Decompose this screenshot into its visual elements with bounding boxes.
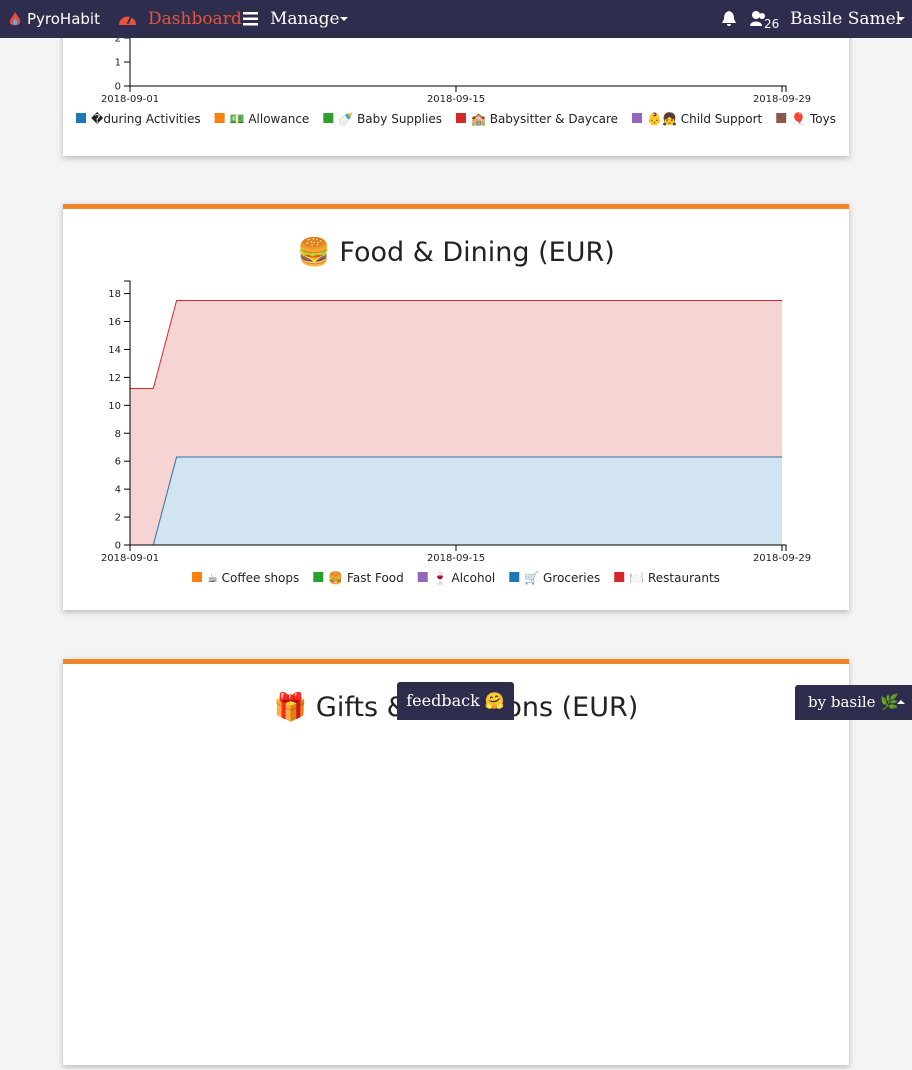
y-tick-label: 0	[115, 82, 121, 93]
plot: 0 1 2 2018-09-01 2018-09-15 2018-09-29	[101, 0, 811, 105]
y-tick-label: 10	[108, 401, 121, 412]
x-axis	[129, 85, 787, 92]
legend-label: �during Activities	[91, 112, 201, 126]
legend-label: 💵 Allowance	[230, 112, 310, 126]
legend-label: 👶👧 Child Support	[647, 112, 763, 126]
y-tick-label: 1	[115, 58, 121, 69]
y-axis	[124, 280, 131, 546]
x-tick-label: 2018-09-01	[101, 94, 159, 105]
y-tick-label: 2	[115, 34, 121, 45]
nav-link[interactable]: Manage	[270, 9, 340, 29]
user-menu[interactable]: Basile Samel	[790, 9, 902, 29]
menu-icon	[243, 12, 258, 26]
area-line	[130, 300, 782, 390]
x-tick-label: 2018-09-29	[753, 553, 811, 564]
caret	[340, 17, 348, 21]
legend-swatch	[214, 113, 225, 123]
brand-icon	[9, 12, 21, 26]
legend-label: 🍽️ Restaurants	[629, 571, 720, 585]
y-tick-label: 0	[115, 541, 121, 552]
footer-text: by basile 🌿	[808, 693, 900, 711]
legend-swatch	[614, 572, 625, 582]
legend-swatch	[776, 113, 787, 123]
legend-label: 🎈 Toys	[791, 111, 836, 126]
legend-swatch	[455, 113, 466, 123]
footer-button[interactable]: by basile 🌿	[795, 685, 912, 720]
caret	[897, 700, 905, 704]
legend: ☕ Coffee shops 🍔 Fast Food 🍷 Alcohol 🛒 Groc…	[192, 571, 720, 585]
caret	[897, 17, 905, 21]
nav-link[interactable]: Dashboard	[148, 9, 242, 29]
y-tick-label: 14	[108, 345, 121, 356]
dashboard-icon	[119, 16, 136, 25]
plot: 0 2 4 6 8 10 12 14 16 18 2018-09-01 2018-09-15 2018-…	[101, 280, 811, 564]
y-tick-label: 8	[115, 429, 121, 440]
y-tick-label: 12	[108, 373, 121, 384]
legend-label: 🏫 Babysitter & Daycare	[471, 112, 618, 126]
chart: 🎁 Gifts & Donations (EUR)	[274, 691, 639, 723]
chart: 0 1 2 2018-09-01 2018-09-15 2018-09-29 �during…	[76, 0, 836, 126]
x-axis	[129, 544, 787, 551]
legend-swatch	[632, 113, 643, 123]
chart: 🍔 Food & Dining (EUR) 0 2 4 6 8 10 12 14 16 18 2018…	[101, 236, 811, 585]
bell-icon	[722, 11, 736, 26]
x-tick-label: 2018-09-29	[753, 94, 811, 105]
y-tick-label: 6	[115, 457, 121, 468]
feedback-button[interactable]: feedback 🤗	[397, 682, 514, 720]
legend-label: 🍷 Alcohol	[433, 571, 496, 585]
navbar: PyroHabit Dashboard Manage 26 Basile Sam…	[0, 0, 912, 38]
area-fill	[130, 457, 782, 545]
chart-title: 🍔 Food & Dining (EUR)	[297, 236, 615, 268]
legend-label: ☕ Coffee shops	[207, 571, 299, 585]
x-tick-label: 2018-09-15	[427, 94, 485, 105]
legend-swatch	[417, 572, 428, 582]
legend-swatch	[76, 113, 87, 123]
y-tick-label: 2	[115, 513, 121, 524]
x-tick-label: 2018-09-01	[101, 553, 159, 564]
y-tick-label: 16	[108, 317, 121, 328]
legend-label: 🛒 Groceries	[524, 571, 600, 585]
legend-swatch	[323, 113, 334, 123]
x-tick-label: 2018-09-15	[427, 553, 485, 564]
y-tick-label: 4	[115, 485, 121, 496]
legend-swatch	[192, 572, 203, 582]
legend-swatch	[509, 572, 520, 582]
chart-card: 🍔 Food & Dining (EUR) 0 2 4 6 8 10 12 14 16 18 2018…	[63, 204, 849, 610]
brand[interactable]: PyroHabit	[27, 10, 100, 28]
notification-count: 26	[764, 17, 780, 31]
legend-swatch	[313, 572, 324, 582]
y-tick-label: 18	[108, 289, 121, 300]
users-icon	[750, 11, 765, 26]
legend: �during Activities 💵 Allowance 🍼 Baby Supp…	[76, 111, 836, 126]
legend-label: 🍔 Fast Food	[328, 571, 403, 585]
area-fill	[130, 300, 782, 545]
legend-label: 🍼 Baby Supplies	[338, 112, 442, 126]
